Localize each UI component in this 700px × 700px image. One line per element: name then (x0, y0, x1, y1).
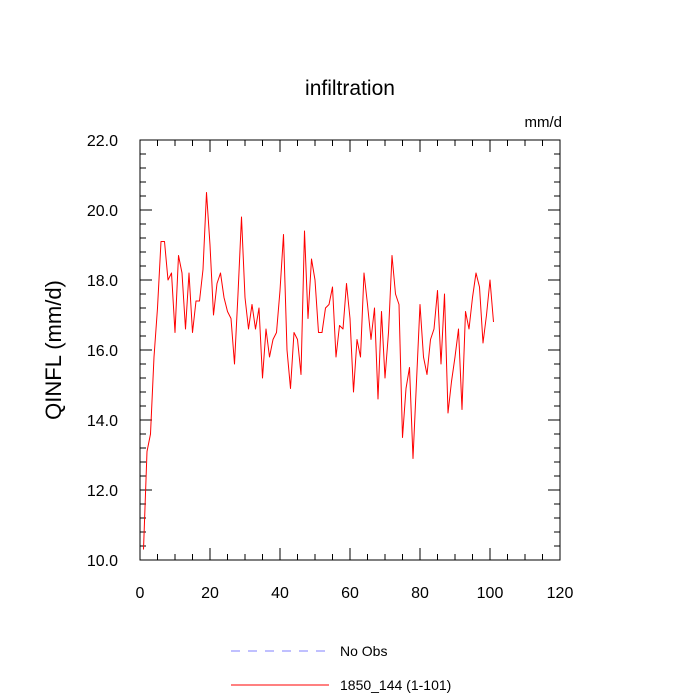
x-tick-label: 40 (271, 585, 289, 602)
y-tick-label: 16.0 (87, 343, 118, 360)
x-tick-label: 80 (411, 585, 429, 602)
series-group (143, 192, 494, 550)
chart-title: infiltration (305, 77, 395, 100)
y-tick-label: 18.0 (87, 273, 118, 290)
units-label: mm/d (525, 114, 563, 131)
y-tick-label: 10.0 (87, 553, 118, 570)
x-tick-label: 100 (477, 585, 504, 602)
legend-label: 1850_144 (1-101) (340, 677, 451, 693)
legend-label: No Obs (340, 643, 387, 659)
y-tick-label: 20.0 (87, 203, 118, 220)
x-tick-label: 60 (341, 585, 359, 602)
legend: No Obs 1850_144 (1-101) (231, 643, 451, 693)
x-tick-label: 120 (547, 585, 574, 602)
x-tick-label: 20 (201, 585, 219, 602)
y-tick-label: 12.0 (87, 483, 118, 500)
y-axis-label: QINFL (mm/d) (41, 280, 66, 420)
axis-ticks (139, 139, 561, 561)
tick-labels: 0 20 40 60 80 100 120 10.0 12.0 14.0 16.0 18.0 20.0 2… (87, 133, 574, 602)
y-tick-label: 14.0 (87, 413, 118, 430)
series-line (143, 192, 494, 550)
y-tick-label: 22.0 (87, 133, 118, 150)
x-tick-label: 0 (136, 585, 145, 602)
plot-frame (139, 139, 561, 561)
